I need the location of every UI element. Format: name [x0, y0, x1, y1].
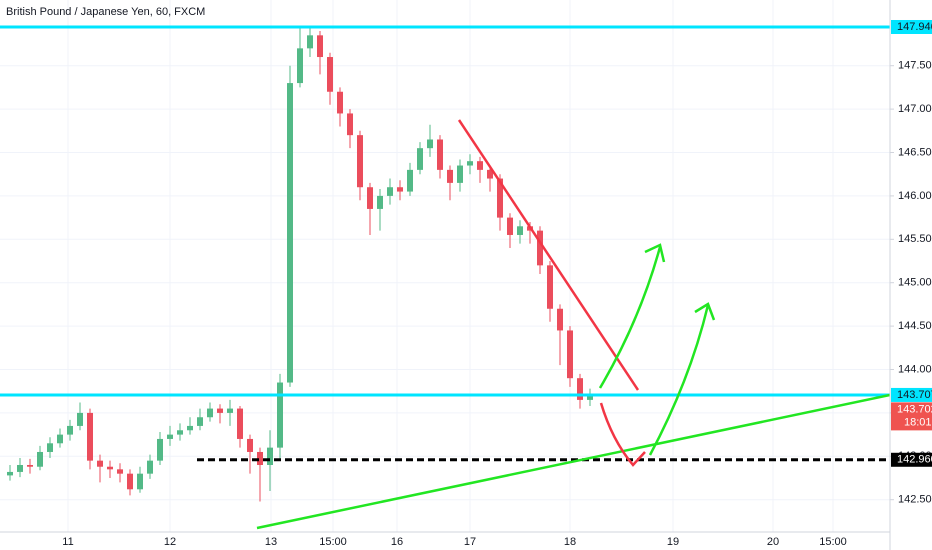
marks — [0, 25, 890, 502]
candle-body — [87, 412, 93, 461]
candle-body — [287, 83, 293, 383]
candle-body — [57, 434, 63, 444]
candle-body — [117, 469, 123, 474]
candle-body — [247, 438, 253, 452]
last-price-label: 143.702 — [897, 403, 932, 415]
x-tick-label: 15:00 — [319, 536, 347, 548]
candle-body — [587, 393, 593, 400]
price-label: 142.960 — [897, 454, 932, 466]
y-tick-label: 144.500 — [898, 320, 932, 332]
last-price-bg — [891, 402, 932, 431]
candle-body — [367, 187, 373, 209]
candle-body — [307, 35, 313, 49]
y-tick-label: 146.500 — [898, 146, 932, 158]
candle-body — [227, 408, 233, 413]
candle-body — [157, 438, 163, 461]
red-trendline — [457, 119, 640, 391]
y-tick-label: 147.000 — [898, 103, 932, 115]
y-tick-label: 147.500 — [898, 60, 932, 72]
drawings — [256, 119, 891, 530]
candle-body — [427, 139, 433, 149]
candle-body — [137, 473, 143, 490]
arrow-head — [644, 243, 666, 263]
candle-body — [557, 308, 563, 331]
candle-body — [47, 443, 53, 452]
y-tick-label: 145.000 — [898, 277, 932, 289]
candle-body — [477, 161, 483, 170]
candle-body — [327, 57, 333, 92]
red-arrow — [599, 402, 646, 467]
candle-body — [577, 378, 583, 400]
candle-body — [7, 471, 13, 476]
y-tick-label: 142.500 — [898, 494, 932, 506]
green-arrow — [648, 304, 710, 456]
y-tick-label: 146.000 — [898, 190, 932, 202]
countdown-label: 18:01 — [904, 416, 932, 428]
candle-body — [397, 187, 403, 192]
price-label: 147.946 — [897, 21, 932, 33]
x-tick-label: 12 — [164, 536, 176, 548]
candle-body — [297, 48, 303, 84]
green-trendline — [256, 393, 891, 530]
candle-body — [507, 217, 513, 235]
x-tick-label: 11 — [62, 536, 73, 548]
candle-body — [347, 113, 353, 136]
candle-body — [467, 161, 473, 166]
candle-body — [187, 425, 193, 431]
candle-body — [27, 464, 33, 467]
candle-body — [407, 169, 413, 192]
candle-body — [337, 91, 343, 114]
candle-body — [317, 35, 323, 58]
candle-body — [277, 382, 283, 448]
arrow-head — [694, 302, 716, 321]
candle-body — [17, 464, 23, 472]
x-tick-label: 18 — [564, 536, 576, 548]
price-label-bg — [891, 19, 932, 34]
candle-body — [257, 451, 263, 465]
candle-body — [357, 135, 363, 188]
price-label-bg — [891, 452, 932, 467]
candle-body — [177, 430, 183, 435]
candle-body — [237, 408, 243, 439]
candle-body — [487, 169, 493, 179]
green-arrow — [598, 246, 662, 389]
x-tick-label: 17 — [464, 536, 476, 548]
price-label-bg — [891, 387, 932, 402]
y-tick-label: 144.000 — [898, 363, 932, 375]
candle-body — [567, 330, 573, 379]
candle-body — [107, 466, 113, 470]
candle-body — [437, 139, 443, 170]
candle-body — [127, 473, 133, 490]
candle-body — [387, 187, 393, 196]
candle-body — [97, 460, 103, 467]
candle-body — [147, 460, 153, 474]
candle-body — [207, 408, 213, 418]
candle-body — [77, 412, 83, 426]
x-tick-label: 19 — [667, 536, 679, 548]
candle-body — [447, 169, 453, 183]
grid — [0, 0, 890, 532]
y-tick-label: 145.500 — [898, 233, 932, 245]
candle-body — [37, 451, 43, 467]
candle-body — [457, 165, 463, 183]
candle-body — [67, 425, 73, 435]
price-label: 143.707 — [897, 389, 932, 401]
chart-title: British Pound / Japanese Yen, 60, FXCM — [6, 6, 205, 18]
candle-body — [497, 178, 503, 218]
candle-body — [167, 434, 173, 439]
candle-body — [377, 195, 383, 209]
x-tick-label: 15:00 — [819, 536, 847, 548]
x-tick-label: 13 — [265, 536, 277, 548]
candle-body — [267, 447, 273, 465]
candle-body — [547, 265, 553, 309]
candle-body — [537, 230, 543, 266]
candle-body — [517, 226, 523, 235]
candle-body — [197, 417, 203, 426]
x-tick-label: 20 — [767, 536, 779, 548]
candle-body — [417, 148, 423, 170]
axis-labels: 142.500143.000143.500144.000144.500145.0… — [62, 19, 932, 548]
x-tick-label: 16 — [391, 536, 403, 548]
candle-body — [217, 408, 223, 413]
